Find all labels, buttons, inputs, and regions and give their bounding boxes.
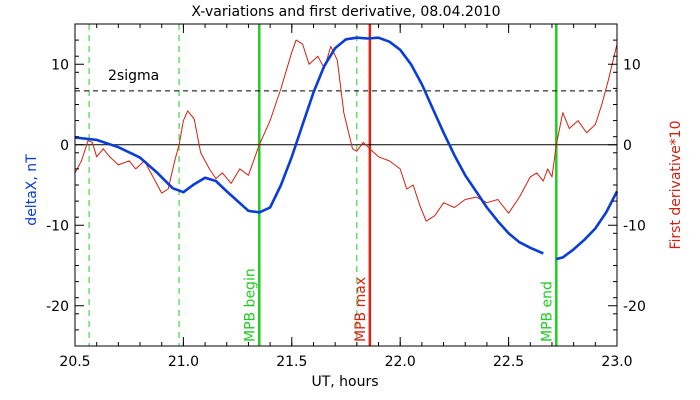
marker-label-5: MPB end [539, 281, 555, 342]
tick-labels: 20.5 21.0 21.5 22.0 22.5 23.0 -20 -10 0 10 -20 -10 0… [46, 57, 646, 370]
reference-lines [75, 90, 617, 146]
y-tick-label-3: 10 [51, 57, 69, 73]
x-tick-label-5: 23.0 [601, 354, 632, 370]
y-right-tick-label-0: -20 [623, 299, 646, 315]
y-right-tick-label-1: -10 [623, 218, 646, 234]
y-axis-label-right: First derivative*10 [668, 120, 684, 249]
vertical-markers [88, 24, 558, 346]
x-tick-label-1: 21.0 [168, 354, 199, 370]
x-tick-label-3: 22.0 [385, 354, 416, 370]
y-axis-label-left: deltaX, nT [24, 154, 40, 226]
marker-label-2: MPB begin [242, 268, 258, 342]
derivative-line-0 [74, 39, 618, 222]
y-right-tick-label-3: 10 [623, 57, 641, 73]
marker-labels: MPB begin MPB max MPB end [242, 268, 555, 342]
y-tick-label-2: 0 [60, 138, 69, 154]
x-tick-label-0: 20.5 [59, 354, 90, 370]
sigma-label: 2sigma [108, 68, 159, 84]
x-tick-label-4: 22.5 [493, 354, 524, 370]
x-tick-label-2: 21.5 [276, 354, 307, 370]
marker-label-4: MPB max [353, 277, 369, 342]
axes [74, 23, 618, 347]
deltax-line-1 [555, 190, 619, 261]
series-layer [74, 36, 619, 261]
y-tick-label-1: -10 [46, 218, 69, 234]
x-axis-label: UT, hours [311, 374, 378, 390]
y-tick-label-0: -20 [46, 299, 69, 315]
deltax-line-0 [74, 36, 544, 255]
chart-title: X-variations and first derivative, 08.04… [191, 4, 500, 20]
y-right-tick-label-2: 0 [623, 138, 632, 154]
